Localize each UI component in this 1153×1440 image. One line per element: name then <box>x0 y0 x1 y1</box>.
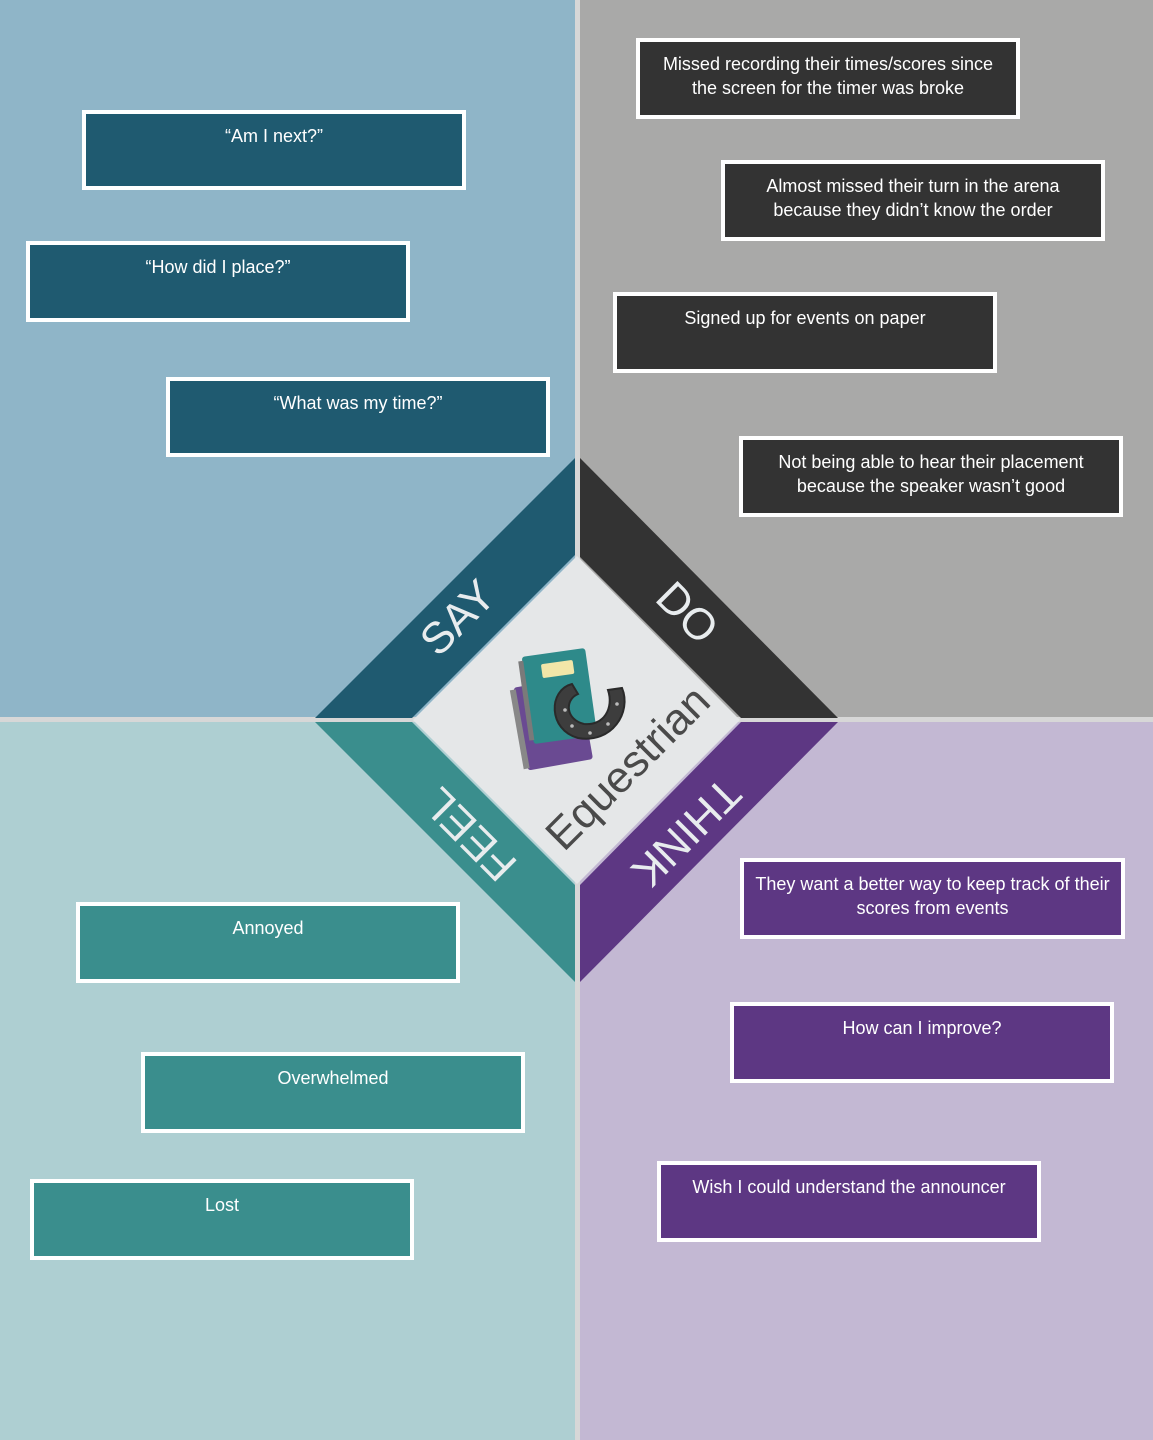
do-card: Signed up for events on paper <box>613 292 997 373</box>
notebooks-horseshoe-icon <box>509 648 626 770</box>
say-band <box>315 458 575 718</box>
say-card: “How did I place?” <box>26 241 410 322</box>
do-card: Missed recording their times/scores sinc… <box>636 38 1020 119</box>
think-band <box>580 722 838 982</box>
think-card: They want a better way to keep track of … <box>740 858 1125 939</box>
feel-band <box>315 722 575 982</box>
say-card: “Am I next?” <box>82 110 466 190</box>
do-card: Almost missed their turn in the arena be… <box>721 160 1105 241</box>
feel-card: Annoyed <box>76 902 460 983</box>
think-card: How can I improve? <box>730 1002 1114 1083</box>
think-card: Wish I could understand the announcer <box>657 1161 1041 1242</box>
do-card: Not being able to hear their placement b… <box>739 436 1123 517</box>
say-card: “What was my time?” <box>166 377 550 457</box>
feel-card: Overwhelmed <box>141 1052 525 1133</box>
feel-card: Lost <box>30 1179 414 1260</box>
do-band <box>580 458 838 718</box>
